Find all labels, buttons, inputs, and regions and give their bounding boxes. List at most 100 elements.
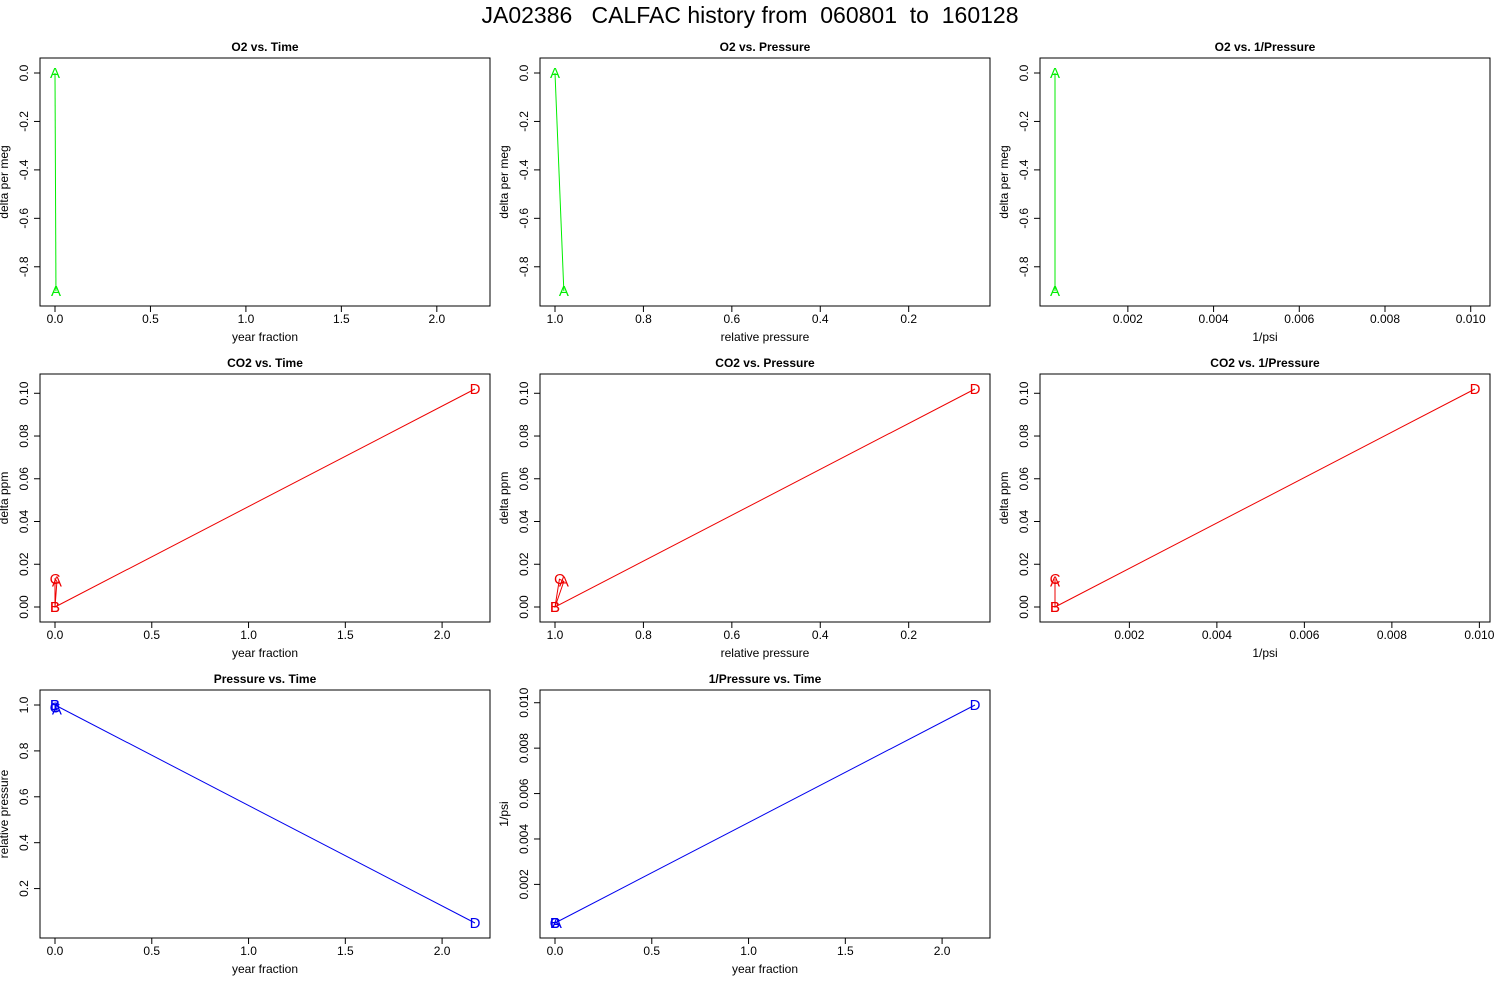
panel: CO2 vs. Pressure 1.0 0.8 0.6 0.4 0.2 0.00 0.02 0… [497, 356, 991, 660]
figure-title: JA02386 CALFAC history from 060801 to 16… [481, 2, 1019, 28]
y-tick-label: 0.010 [517, 687, 531, 717]
y-tick-label: 0.0 [1017, 64, 1031, 81]
data-point-label: B [1050, 599, 1060, 616]
y-tick-label: 0.6 [17, 788, 31, 805]
x-tick-label: 1.5 [337, 628, 354, 642]
x-tick-label: 0.6 [723, 312, 740, 326]
y-axis-label: delta per meg [497, 145, 511, 218]
y-tick-label: 0.08 [17, 424, 31, 448]
panel-title: O2 vs. 1/Pressure [1215, 40, 1316, 54]
x-tick-label: 1.0 [238, 312, 255, 326]
x-tick-label: 2.0 [434, 944, 451, 958]
x-tick-label: 0.5 [143, 628, 160, 642]
panel: O2 vs. 1/Pressure 0.002 0.004 0.006 0.008 0.0… [997, 40, 1491, 344]
series-line [554, 72, 565, 292]
x-tick-label: 0.008 [1370, 312, 1400, 326]
x-tick-label: 1.0 [547, 312, 564, 326]
data-point-label: B [50, 599, 60, 616]
panel: O2 vs. Pressure 1.0 0.8 0.6 0.4 0.2 0.0 -0.2 -0.… [497, 40, 991, 344]
x-axis-label: year fraction [232, 330, 298, 344]
y-axis-label: delta ppm [497, 472, 511, 525]
y-tick-label: 0.06 [1017, 467, 1031, 491]
y-tick-label: -0.2 [517, 111, 531, 132]
data-point-label: A [559, 283, 569, 300]
data-point-label: A [51, 283, 61, 300]
data-point-label: B [550, 915, 560, 932]
x-tick-label: 0.5 [643, 944, 660, 958]
y-tick-label: -0.8 [17, 256, 31, 277]
y-tick-label: 0.00 [517, 595, 531, 619]
y-tick-label: 0.2 [17, 880, 31, 897]
y-tick-label: -0.6 [17, 208, 31, 229]
y-axis-label: relative pressure [0, 769, 11, 858]
plot-frame [39, 689, 491, 939]
x-tick-label: 0.006 [1289, 628, 1319, 642]
x-axis-label: 1/psi [1252, 646, 1277, 660]
series-line [554, 704, 976, 924]
y-tick-label: 0.06 [17, 467, 31, 491]
x-tick-label: 0.5 [143, 944, 160, 958]
x-tick-label: 1.0 [740, 944, 757, 958]
series-line [54, 388, 476, 608]
data-point-label: D [970, 697, 981, 714]
y-tick-label: 0.02 [1017, 552, 1031, 576]
y-tick-label: 0.10 [1017, 381, 1031, 405]
plot-frame [39, 373, 491, 623]
data-point-label: C [550, 915, 561, 932]
panel-title: CO2 vs. Time [227, 356, 303, 370]
plot-frame [1039, 57, 1491, 307]
plot-frame [39, 57, 491, 307]
data-point-label: B [550, 599, 560, 616]
x-tick-label: 0.0 [47, 628, 64, 642]
data-point-label: B [50, 697, 60, 714]
x-tick-label: 0.010 [1464, 628, 1494, 642]
x-tick-label: 1.0 [547, 628, 564, 642]
panel-title: Pressure vs. Time [214, 672, 317, 686]
x-tick-label: 2.0 [434, 628, 451, 642]
data-point-label: A [52, 702, 62, 719]
x-tick-label: 0.002 [1113, 312, 1143, 326]
plot-frame [1039, 373, 1491, 623]
x-tick-label: 0.6 [723, 628, 740, 642]
data-point-label: D [470, 381, 481, 398]
plot-frame [539, 689, 991, 939]
y-axis-label: delta ppm [997, 472, 1011, 525]
y-tick-label: 0.10 [17, 381, 31, 405]
data-point-label: D [970, 381, 981, 398]
panel-title: O2 vs. Time [231, 40, 298, 54]
data-point-label: C [50, 571, 61, 588]
series-line [54, 72, 57, 292]
x-tick-label: 0.5 [142, 312, 159, 326]
y-axis-label: delta per meg [0, 145, 11, 218]
data-point-label: C [1050, 571, 1061, 588]
y-tick-label: 0.10 [517, 381, 531, 405]
data-point-label: B [50, 697, 60, 714]
panel: O2 vs. Time 0.0 0.5 1.0 1.5 2.0 0.0 -0.2 -0.4 -0.… [0, 40, 491, 344]
plot-frame [539, 57, 991, 307]
x-tick-label: 0.0 [547, 944, 564, 958]
x-tick-label: 0.004 [1202, 628, 1232, 642]
y-tick-label: -0.2 [17, 111, 31, 132]
x-tick-label: 1.5 [837, 944, 854, 958]
x-axis-label: relative pressure [721, 330, 810, 344]
data-point-label: A [550, 65, 560, 82]
panel: CO2 vs. 1/Pressure 0.002 0.004 0.006 0.008 0.… [997, 356, 1495, 660]
x-tick-label: 2.0 [428, 312, 445, 326]
y-tick-label: -0.8 [517, 256, 531, 277]
panel: CO2 vs. Time 0.0 0.5 1.0 1.5 2.0 0.00 0.02 0.04 0… [0, 356, 491, 660]
y-tick-label: 0.0 [17, 64, 31, 81]
x-axis-label: 1/psi [1252, 330, 1277, 344]
y-tick-label: -0.6 [517, 208, 531, 229]
panel-title: CO2 vs. 1/Pressure [1210, 356, 1320, 370]
y-tick-label: -0.6 [1017, 208, 1031, 229]
y-tick-label: -0.2 [1017, 111, 1031, 132]
data-point-label: B [50, 599, 60, 616]
y-tick-label: 0.08 [517, 424, 531, 448]
data-point-label: A [552, 915, 562, 932]
data-point-label: D [1470, 381, 1481, 398]
y-axis-label: delta per meg [997, 145, 1011, 218]
y-tick-label: 0.02 [517, 552, 531, 576]
x-tick-label: 0.8 [635, 312, 652, 326]
x-tick-label: 0.008 [1377, 628, 1407, 642]
x-tick-label: 0.010 [1456, 312, 1486, 326]
